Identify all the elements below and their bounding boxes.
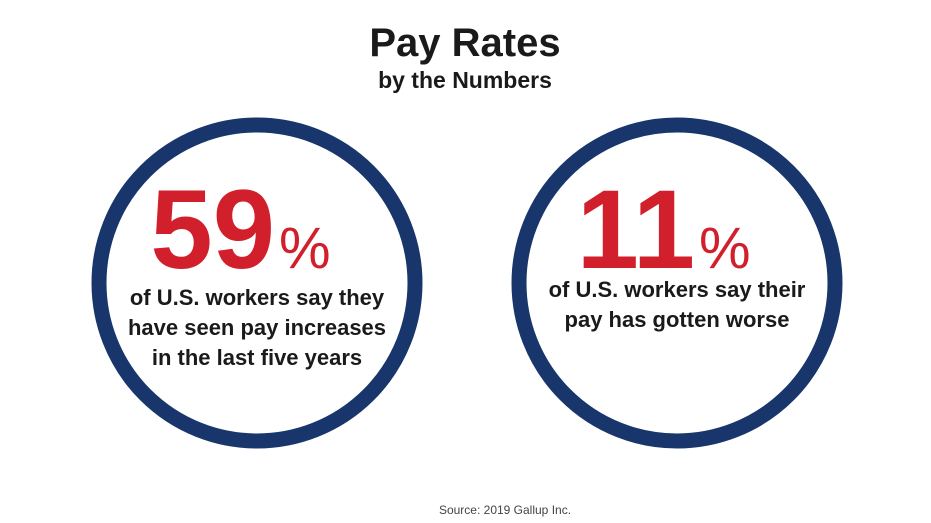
stats: 59 % of U.S. workers say they have seen pay…: [128, 167, 806, 370]
stat-number: 59: [150, 167, 275, 292]
circle: [511, 117, 843, 449]
stat-text: pay has gotten worse: [565, 307, 790, 332]
subtitle: by the Numbers: [378, 67, 552, 93]
stat-text: of U.S. workers say they: [130, 285, 385, 310]
stat-unit: %: [699, 216, 751, 281]
title: Pay Rates: [369, 21, 560, 65]
stat-text: have seen pay increases: [128, 315, 386, 340]
stat-unit: %: [279, 216, 331, 281]
stat-number: 11: [577, 167, 695, 292]
stat-text: of U.S. workers say their: [549, 277, 806, 302]
stat-text: in the last five years: [152, 345, 362, 370]
circle: [91, 117, 423, 449]
source: Source: 2019 Gallup Inc.: [439, 503, 571, 517]
